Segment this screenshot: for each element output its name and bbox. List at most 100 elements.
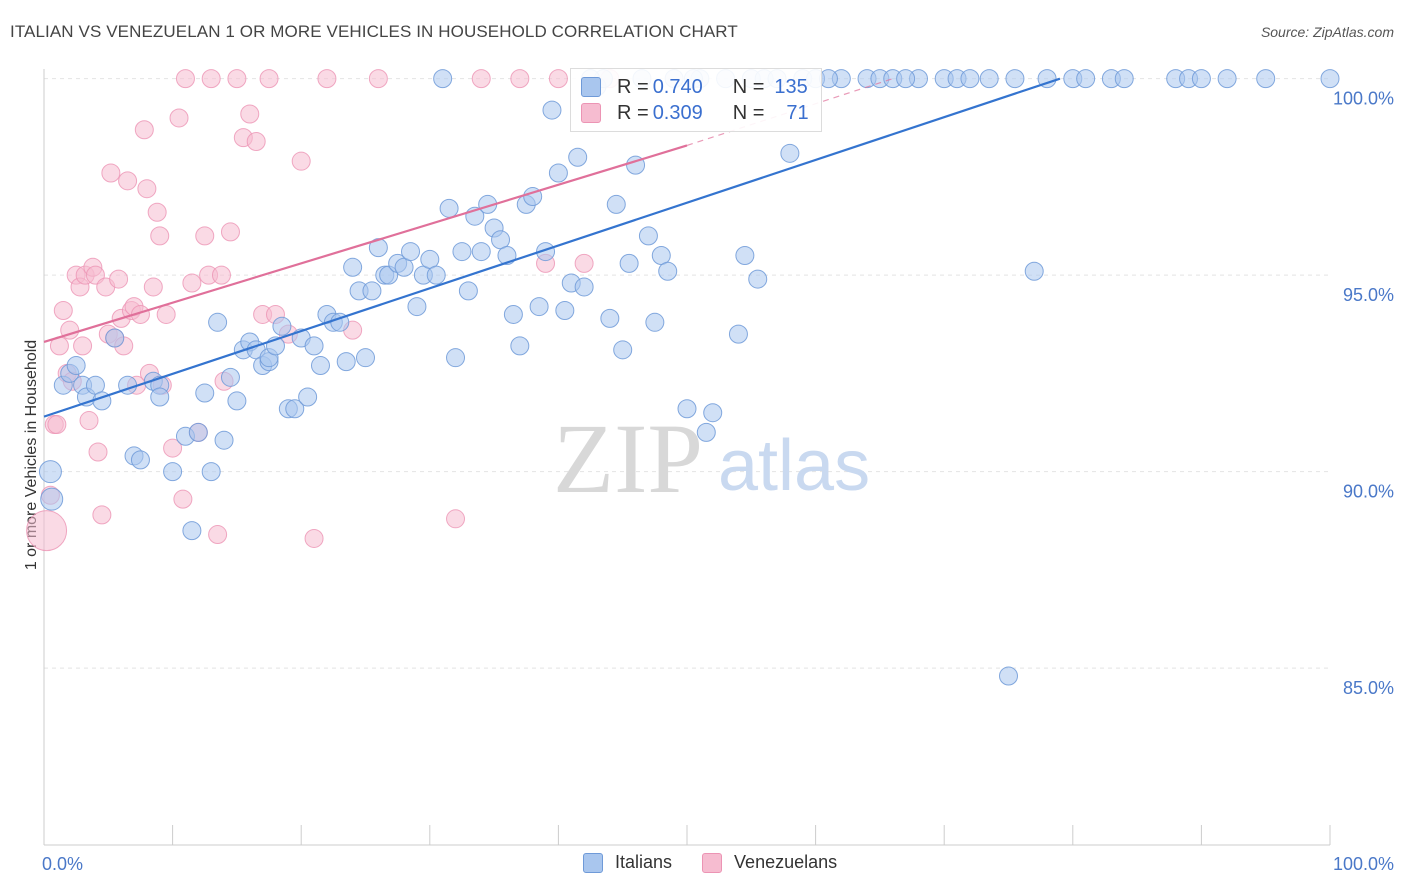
y-tick-label: 95.0%: [1343, 285, 1394, 305]
italians-point: [960, 69, 980, 89]
italians-point: [285, 399, 305, 419]
italians-point: [1256, 69, 1276, 89]
venezuelans-point: [317, 69, 337, 89]
venezuelans-point: [291, 151, 311, 171]
venezuelans-point: [471, 69, 491, 89]
venezuelans-point: [259, 69, 279, 89]
venezuelans-point: [73, 336, 93, 356]
venezuelans-point: [173, 489, 193, 509]
series-legend: Italians Venezuelans: [583, 852, 867, 873]
italians-point: [446, 348, 466, 368]
n-value: 135: [774, 75, 808, 98]
italians-point: [163, 462, 183, 482]
italians-point: [780, 143, 800, 163]
y-tick-label: 90.0%: [1343, 482, 1394, 502]
italians-point: [356, 348, 375, 368]
venezuelans-point: [446, 509, 466, 529]
italians-point: [304, 336, 324, 356]
venezuelans-point: [182, 273, 202, 293]
italians-point: [1076, 69, 1096, 89]
italians-point: [66, 356, 86, 376]
italians-point: [40, 487, 64, 511]
italians-point: [220, 367, 240, 387]
italians-point: [638, 226, 658, 246]
watermark-atlas: atlas: [718, 426, 870, 506]
italians-point: [195, 383, 215, 403]
italians-point: [298, 387, 318, 407]
italians-point: [536, 242, 556, 262]
italians-point: [542, 100, 562, 120]
italians-point: [696, 422, 716, 442]
r-value: 0.309: [652, 101, 703, 124]
venezuelans-swatch: [702, 852, 723, 873]
venezuelans-point: [53, 301, 73, 321]
legend-label-venezuelans: Venezuelans: [734, 852, 838, 872]
italians-point: [214, 430, 234, 450]
chart-title: ITALIAN VS VENEZUELAN 1 OR MORE VEHICLES…: [10, 22, 738, 41]
italians-point: [343, 257, 363, 277]
italians-point: [471, 242, 491, 262]
italians-point: [336, 352, 356, 372]
legend-label-italians: Italians: [615, 852, 673, 872]
italians-point: [362, 281, 382, 301]
italians-point: [728, 324, 748, 344]
italians-point: [182, 521, 202, 541]
italians-point: [38, 460, 62, 484]
venezuelans-point: [246, 132, 266, 152]
italians-point: [818, 69, 838, 89]
italians-point: [999, 666, 1018, 686]
r-label: R =: [617, 75, 649, 98]
y-tick-label: 100.0%: [1333, 89, 1394, 109]
legend-row-venezuelans: R = 0.309 N = 71: [581, 101, 809, 125]
venezuelans-point: [137, 179, 157, 199]
italians-point: [105, 328, 125, 348]
italians-point: [201, 462, 221, 482]
italians-point: [568, 147, 588, 167]
venezuelans-point: [101, 163, 121, 183]
italians-point: [619, 253, 639, 273]
venezuelans-point: [150, 226, 170, 246]
italians-point: [150, 387, 170, 407]
italians-point: [458, 281, 478, 301]
trend-lines: [43, 77, 1061, 418]
venezuelans-point: [211, 265, 231, 285]
italians-point: [439, 198, 459, 218]
italians-point: [548, 163, 568, 183]
italians-point: [600, 308, 620, 328]
italians-point: [574, 277, 594, 297]
venezuelans-point: [195, 226, 215, 246]
venezuelans-point: [26, 510, 68, 552]
venezuelans-point: [47, 414, 67, 434]
italians-point: [503, 304, 523, 324]
venezuelans-point: [92, 505, 112, 525]
italians-point: [529, 297, 549, 317]
italians-point: [510, 336, 530, 356]
venezuelans-point: [88, 442, 108, 462]
stats-legend: R = 0.740 N = 135 R = 0.309 N = 71: [570, 68, 822, 132]
venezuelans-point: [79, 411, 99, 431]
italians-point: [658, 261, 678, 281]
italians-point: [401, 242, 421, 262]
venezuelans-point: [240, 104, 260, 124]
venezuelans-point: [118, 171, 138, 191]
venezuelans-trend-extension: [686, 78, 893, 147]
italians-point: [407, 297, 427, 317]
italians-point: [1114, 69, 1134, 89]
italians-swatch: [583, 852, 603, 873]
italians-point: [606, 194, 626, 214]
venezuelans-point: [201, 69, 221, 89]
venezuelans-point: [143, 277, 163, 297]
italians-point: [130, 450, 150, 470]
italians-point: [208, 312, 228, 332]
legend-item-venezuelans[interactable]: Venezuelans: [702, 852, 837, 873]
venezuelans-point: [574, 253, 594, 273]
italians-point: [227, 391, 247, 411]
legend-item-italians[interactable]: Italians: [583, 852, 672, 873]
venezuelans-point: [147, 202, 167, 222]
r-value: 0.740: [652, 75, 703, 98]
venezuelans-point: [109, 269, 129, 289]
italians-point: [310, 356, 330, 376]
legend-row-italians: R = 0.740 N = 135: [581, 75, 808, 99]
italians-point: [188, 422, 208, 442]
italians-point: [272, 316, 292, 336]
